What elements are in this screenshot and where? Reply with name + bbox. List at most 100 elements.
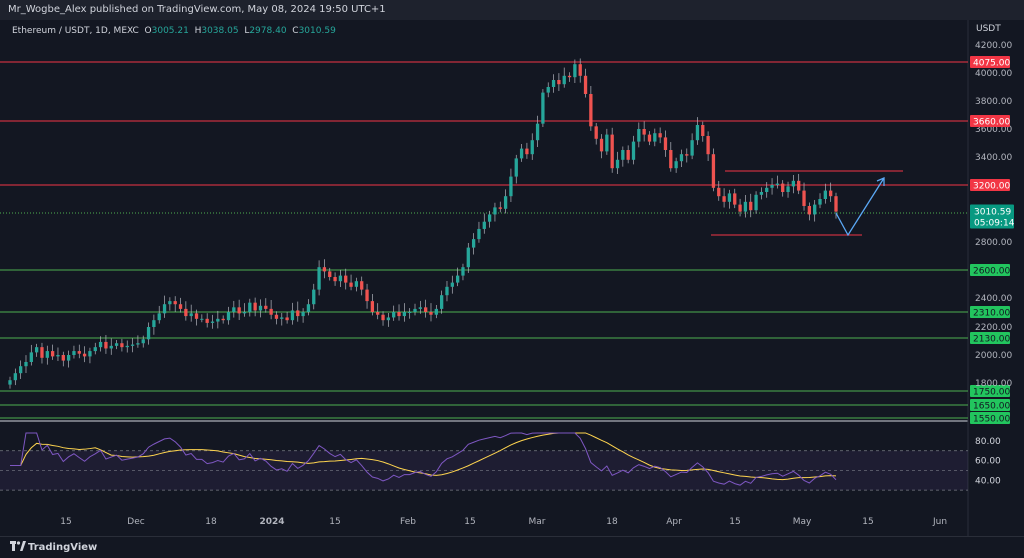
price-tick-label: 2400.00 <box>975 294 1012 304</box>
candle-body <box>226 312 231 321</box>
candle-body <box>24 362 28 367</box>
candle-body <box>424 307 428 312</box>
level-price-tag-text: 2310.00 <box>973 309 1010 319</box>
candle-body <box>615 159 620 169</box>
candle-body <box>551 80 556 87</box>
time-tick-label: 2024 <box>259 517 284 527</box>
candle-body <box>557 80 561 85</box>
candle-body <box>77 351 81 354</box>
candle-body <box>189 313 193 317</box>
last-price-value: 3010.59 <box>974 208 1011 218</box>
candle-body <box>157 313 161 321</box>
candle-body <box>685 154 689 156</box>
last-price-countdown: 05:09:14 <box>974 219 1015 229</box>
price-tick-label: 3600.00 <box>975 125 1012 135</box>
price-chart[interactable]: 40.00 60.00 80.00 1550.00 1650.00 1750.001800… <box>0 20 1024 536</box>
candle-body <box>61 355 65 361</box>
candle-body <box>658 133 662 138</box>
candle-body <box>322 267 327 272</box>
candle-body <box>450 282 454 287</box>
open-value: 3005.21 <box>151 26 189 36</box>
candle-body <box>610 134 614 169</box>
candle-body <box>775 183 780 185</box>
candle-body <box>216 318 220 322</box>
level-price-tag <box>970 412 1010 424</box>
candle-body <box>45 351 49 358</box>
candle-body <box>40 347 44 358</box>
candle-body <box>66 355 71 361</box>
candle-body <box>690 140 694 156</box>
candle-body <box>701 125 705 136</box>
high-label: H <box>194 26 202 36</box>
candle-body <box>519 148 524 159</box>
candle-body <box>269 308 273 315</box>
level-price-tag <box>970 56 1010 68</box>
candle-body <box>296 310 300 317</box>
candle-body <box>754 194 758 211</box>
currency-button[interactable]: USDT <box>976 24 1001 34</box>
candle-body <box>397 312 401 317</box>
candle-body <box>232 307 236 312</box>
candle-body <box>605 134 609 152</box>
candle-body <box>184 308 188 317</box>
candle-body <box>253 302 257 311</box>
candle-body <box>621 150 625 160</box>
candle-body <box>210 321 215 323</box>
candle-body <box>141 339 145 344</box>
last-price-tag <box>970 204 1014 229</box>
candle-body <box>354 281 359 287</box>
level-price-tag <box>970 115 1010 127</box>
candle-body <box>834 196 838 212</box>
candle-body <box>264 305 268 309</box>
candle-body <box>434 308 438 315</box>
level-price-tag-text: 3660.00 <box>973 118 1010 128</box>
published-caption: Mr_Wogbe_Alex published on TradingView.c… <box>8 4 386 15</box>
candle-body <box>344 275 348 283</box>
candle-body <box>802 190 806 206</box>
candle-body <box>439 295 444 309</box>
high-value: 3038.05 <box>201 26 239 36</box>
candle-body <box>743 201 748 212</box>
time-tick-label: Jun <box>932 517 947 527</box>
candle-body <box>248 302 252 312</box>
level-price-tag-text: 1650.00 <box>973 402 1010 412</box>
price-tick-label: 1800.00 <box>975 379 1012 389</box>
price-axis[interactable]: 40.00 60.00 80.00 1550.00 1650.00 1750.001800… <box>970 41 1015 486</box>
candle-body <box>823 190 827 199</box>
candle-body <box>583 75 588 94</box>
level-price-tag-text: 4075.00 <box>973 59 1010 69</box>
candle-body <box>200 318 204 320</box>
candle-body <box>168 301 172 305</box>
footer: TradingView <box>0 536 1024 558</box>
candle-body <box>733 193 737 205</box>
level-price-tag <box>970 332 1010 344</box>
candle-body <box>242 312 247 314</box>
candle-body <box>13 373 17 381</box>
time-axis[interactable]: 15 Dec 18 2024 15 Feb 15 Mar 18 Apr 15 May 15 Jun <box>60 517 947 527</box>
candle-body <box>130 344 135 346</box>
candle-body <box>706 136 710 155</box>
candle-body <box>445 286 449 296</box>
candle-body <box>19 366 23 374</box>
level-price-tag <box>970 264 1010 276</box>
symbol-label[interactable]: Ethereum / USDT, 1D, MEXC <box>12 26 139 36</box>
candle-body <box>738 204 742 212</box>
candle-body <box>93 347 97 352</box>
candle-body <box>455 275 460 283</box>
candle-body <box>679 154 684 162</box>
candle-body <box>471 239 476 248</box>
candle-body <box>797 180 801 191</box>
candle-body <box>525 148 529 155</box>
candle-body <box>29 352 33 362</box>
price-tick-label: 4000.00 <box>975 69 1012 79</box>
candle-body <box>72 351 76 355</box>
candle-body <box>82 353 87 357</box>
candle-body <box>349 282 353 287</box>
rsi-pane <box>0 432 968 491</box>
rsi-tick-label: 60.00 <box>975 457 1001 467</box>
candle-body <box>392 312 396 318</box>
level-price-tag <box>970 399 1010 411</box>
candle-body <box>829 190 833 197</box>
time-tick-label: Feb <box>400 517 416 527</box>
candle-body <box>381 314 385 321</box>
